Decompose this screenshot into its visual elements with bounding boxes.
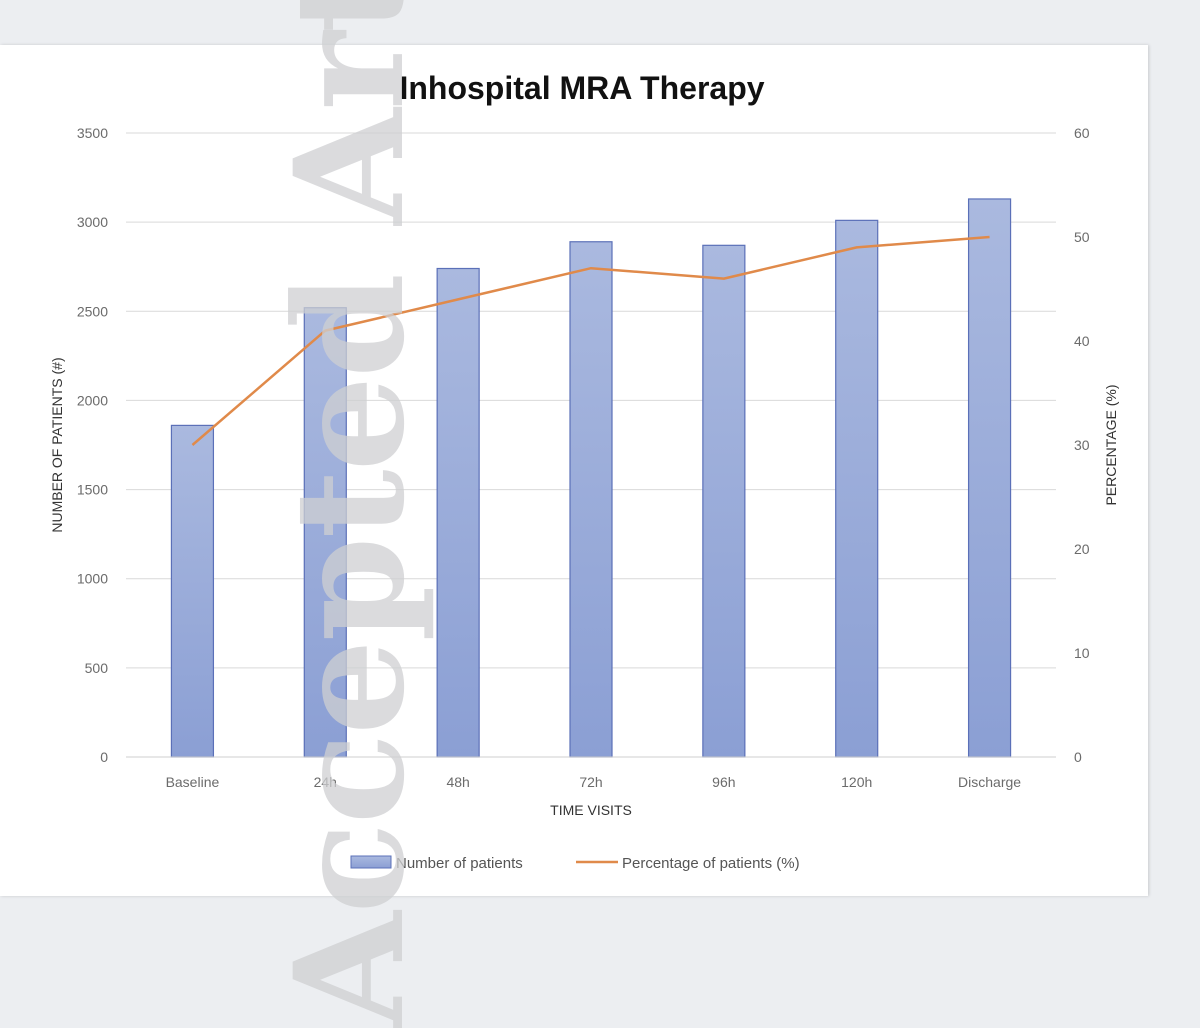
y-tick-label: 0 bbox=[100, 749, 108, 765]
y2-tick-label: 50 bbox=[1074, 229, 1090, 245]
x-tick-label: 120h bbox=[841, 774, 872, 790]
x-tick-label: 24h bbox=[314, 774, 337, 790]
bar bbox=[303, 307, 347, 758]
x-tick-label: 48h bbox=[446, 774, 469, 790]
y2-tick-label: 60 bbox=[1074, 125, 1090, 141]
x-tick-label: 72h bbox=[579, 774, 602, 790]
bar bbox=[967, 198, 1012, 758]
y-tick-label: 1000 bbox=[77, 571, 108, 587]
percentage-line bbox=[191, 235, 990, 446]
x-tick-label: 96h bbox=[712, 774, 735, 790]
bar bbox=[702, 244, 746, 758]
chart-svg: 0 500 1000 1500 2000 2500 3000 3500 0 10 20 30 40 50 6… bbox=[49, 70, 1119, 872]
legend-bar-label: Number of patients bbox=[396, 855, 523, 872]
x-tick-label: Discharge bbox=[958, 774, 1021, 790]
x-tick-label: Baseline bbox=[166, 774, 220, 790]
y2-tick-label: 30 bbox=[1074, 437, 1090, 453]
y2-tick-label: 0 bbox=[1074, 749, 1082, 765]
legend-bar-swatch bbox=[350, 855, 392, 869]
legend-line-label: Percentage of patients (%) bbox=[622, 855, 800, 872]
bar bbox=[436, 267, 480, 758]
y2-axis-title: PERCENTAGE (%) bbox=[1103, 384, 1119, 505]
x-axis-title: TIME VISITS bbox=[550, 802, 632, 818]
y-tick-label: 3000 bbox=[77, 214, 108, 230]
y-tick-label: 2000 bbox=[77, 392, 108, 408]
y2-tick-label: 10 bbox=[1074, 645, 1090, 661]
bar bbox=[569, 241, 613, 758]
y-tick-label: 500 bbox=[85, 660, 109, 676]
watermark: Accepted Article bbox=[262, 0, 438, 1028]
y2-tick-label: 40 bbox=[1074, 333, 1090, 349]
y-tick-label: 2500 bbox=[77, 303, 108, 319]
bar bbox=[835, 219, 879, 758]
chart-title: Inhospital MRA Therapy bbox=[399, 70, 764, 106]
y-tick-label: 1500 bbox=[77, 482, 108, 498]
y-axis-title: NUMBER OF PATIENTS (#) bbox=[49, 357, 65, 532]
y-tick-label: 3500 bbox=[77, 125, 108, 141]
y2-tick-label: 20 bbox=[1074, 541, 1090, 557]
bar bbox=[170, 424, 215, 758]
